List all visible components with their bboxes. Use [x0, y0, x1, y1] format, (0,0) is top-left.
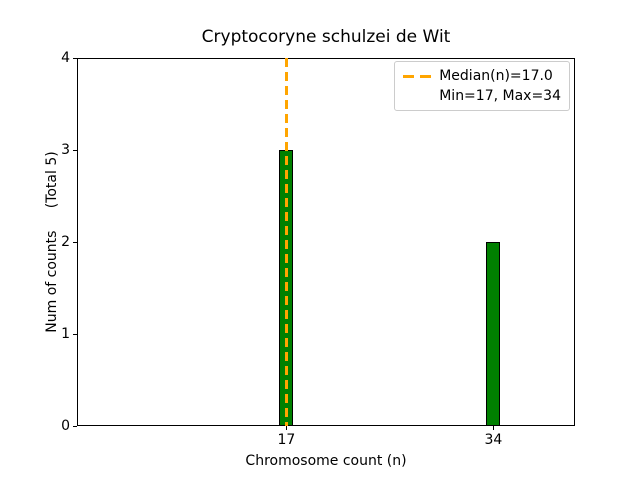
y-tick-label: 4 [61, 50, 70, 66]
y-axis-label: Num of counts (Total 5) [44, 151, 60, 333]
y-tick-mark [73, 57, 77, 59]
chart-title: Cryptocoryne schulzei de Wit [201, 27, 451, 47]
median-dashed-line-icon [403, 74, 432, 78]
y-tick-mark [73, 149, 77, 151]
legend-entry-minmax: Min=17, Max=34 [403, 86, 561, 106]
x-tick-label: 17 [277, 432, 296, 448]
y-tick-label: 2 [61, 234, 70, 250]
x-axis-label: Chromosome count (n) [245, 453, 407, 469]
median-line [284, 58, 288, 426]
legend-label-median: Median(n)=17.0 [439, 68, 553, 84]
x-tick-label: 34 [484, 432, 503, 448]
y-tick-mark [73, 241, 77, 243]
y-tick-mark [73, 425, 77, 427]
y-tick-label: 3 [61, 142, 70, 158]
y-tick-label: 0 [61, 418, 70, 434]
y-tick-mark [73, 333, 77, 335]
legend-label-minmax: Min=17, Max=34 [439, 88, 561, 104]
legend: Median(n)=17.0 Min=17, Max=34 [394, 61, 570, 111]
legend-spacer [403, 95, 431, 98]
x-tick-mark [285, 426, 287, 430]
bar [486, 242, 501, 426]
legend-entry-median: Median(n)=17.0 [403, 66, 561, 86]
y-tick-label: 1 [61, 326, 70, 342]
x-tick-mark [492, 426, 494, 430]
